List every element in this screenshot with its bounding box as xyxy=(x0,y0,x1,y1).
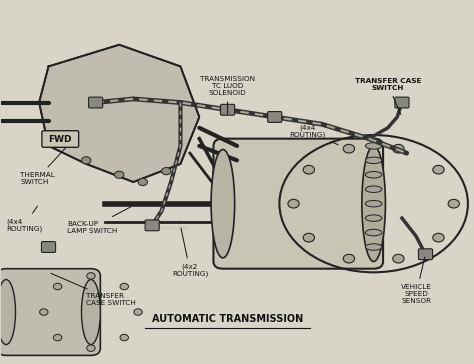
Ellipse shape xyxy=(365,143,382,149)
Circle shape xyxy=(162,167,171,175)
Circle shape xyxy=(393,254,404,263)
Circle shape xyxy=(138,178,147,186)
Text: CHRYSLER
CORPORATION: CHRYSLER CORPORATION xyxy=(144,220,189,231)
Circle shape xyxy=(303,233,315,242)
FancyBboxPatch shape xyxy=(42,131,79,147)
Ellipse shape xyxy=(365,171,382,178)
Text: TRANSFER CASE
SWITCH: TRANSFER CASE SWITCH xyxy=(355,78,421,114)
Circle shape xyxy=(87,273,95,279)
FancyBboxPatch shape xyxy=(268,111,282,122)
Text: (4x2
ROUTING): (4x2 ROUTING) xyxy=(172,228,208,277)
Ellipse shape xyxy=(365,201,382,207)
Ellipse shape xyxy=(365,215,382,221)
Circle shape xyxy=(54,283,62,290)
FancyBboxPatch shape xyxy=(213,139,383,269)
Text: THERMAL
SWITCH: THERMAL SWITCH xyxy=(20,148,65,185)
Circle shape xyxy=(134,309,142,315)
Text: (4x4
ROUTING): (4x4 ROUTING) xyxy=(6,206,42,232)
FancyBboxPatch shape xyxy=(0,269,100,355)
FancyBboxPatch shape xyxy=(395,97,409,108)
Ellipse shape xyxy=(0,280,16,345)
FancyBboxPatch shape xyxy=(41,242,55,253)
FancyBboxPatch shape xyxy=(220,104,235,115)
Text: BACK-UP
LAMP SWITCH: BACK-UP LAMP SWITCH xyxy=(67,207,131,234)
Ellipse shape xyxy=(365,229,382,236)
Circle shape xyxy=(393,145,404,153)
Text: TRANSFER
CASE SWITCH: TRANSFER CASE SWITCH xyxy=(51,273,136,306)
FancyBboxPatch shape xyxy=(419,249,433,260)
Ellipse shape xyxy=(365,157,382,163)
Circle shape xyxy=(303,165,315,174)
Ellipse shape xyxy=(211,150,235,258)
Ellipse shape xyxy=(365,244,382,250)
Ellipse shape xyxy=(82,280,100,345)
FancyBboxPatch shape xyxy=(89,97,103,108)
Text: (4x4
ROUTING): (4x4 ROUTING) xyxy=(290,124,338,145)
Circle shape xyxy=(54,334,62,341)
Circle shape xyxy=(343,145,355,153)
Text: FWD: FWD xyxy=(48,135,72,143)
FancyBboxPatch shape xyxy=(145,220,159,231)
Ellipse shape xyxy=(365,186,382,193)
Circle shape xyxy=(39,309,48,315)
Circle shape xyxy=(120,334,128,341)
Text: VEHICLE
SPEED
SENSOR: VEHICLE SPEED SENSOR xyxy=(401,257,431,304)
Text: TRANSMISSION
TC LUOD
SOLENOID: TRANSMISSION TC LUOD SOLENOID xyxy=(200,76,255,114)
Circle shape xyxy=(433,165,444,174)
Circle shape xyxy=(120,283,128,290)
Circle shape xyxy=(288,199,299,208)
Circle shape xyxy=(343,254,355,263)
Circle shape xyxy=(448,199,459,208)
Circle shape xyxy=(115,171,124,178)
Circle shape xyxy=(87,345,95,351)
Text: AUTOMATIC TRANSMISSION: AUTOMATIC TRANSMISSION xyxy=(152,314,303,324)
Circle shape xyxy=(433,233,444,242)
Polygon shape xyxy=(39,45,199,182)
Circle shape xyxy=(82,157,91,164)
Ellipse shape xyxy=(362,146,385,261)
